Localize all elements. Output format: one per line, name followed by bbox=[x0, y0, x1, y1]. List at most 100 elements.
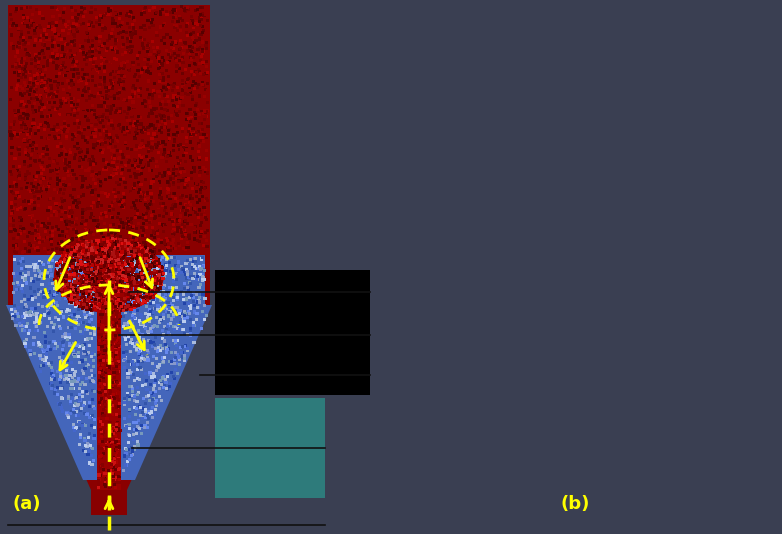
Point bbox=[172, 170, 185, 179]
Point bbox=[10, 59, 23, 68]
Point bbox=[182, 127, 195, 135]
Point bbox=[163, 126, 175, 135]
Point bbox=[109, 481, 121, 489]
Point bbox=[95, 462, 108, 470]
Point bbox=[63, 312, 75, 321]
Point bbox=[49, 340, 62, 348]
Point bbox=[26, 206, 38, 214]
Point bbox=[77, 95, 90, 104]
Point bbox=[190, 290, 203, 299]
Point bbox=[97, 168, 109, 176]
Point bbox=[79, 125, 91, 134]
Point bbox=[128, 179, 141, 188]
Point bbox=[109, 383, 121, 391]
Point bbox=[97, 302, 109, 310]
Point bbox=[72, 237, 84, 246]
Point bbox=[132, 357, 145, 365]
Point bbox=[95, 58, 107, 66]
Point bbox=[83, 258, 95, 267]
Point bbox=[103, 483, 116, 491]
Point bbox=[43, 279, 56, 287]
Point bbox=[73, 290, 85, 299]
Point bbox=[81, 293, 94, 302]
Point bbox=[98, 143, 110, 152]
Point bbox=[104, 288, 117, 297]
Point bbox=[43, 132, 56, 140]
Point bbox=[108, 333, 120, 342]
Point bbox=[163, 130, 175, 139]
Point bbox=[97, 123, 109, 131]
Point bbox=[73, 424, 85, 433]
Point bbox=[88, 278, 100, 286]
Point bbox=[86, 395, 99, 403]
Point bbox=[118, 61, 131, 69]
Point bbox=[68, 264, 81, 272]
Point bbox=[51, 262, 63, 270]
Point bbox=[184, 53, 196, 62]
Point bbox=[153, 58, 166, 66]
Point bbox=[117, 221, 130, 230]
Point bbox=[56, 107, 69, 116]
Point bbox=[200, 122, 213, 130]
Point bbox=[97, 232, 109, 240]
Point bbox=[106, 450, 118, 459]
Point bbox=[192, 214, 205, 222]
Point bbox=[92, 277, 105, 286]
Point bbox=[122, 279, 135, 288]
Point bbox=[18, 106, 30, 114]
Point bbox=[195, 227, 207, 236]
Point bbox=[194, 188, 206, 197]
Point bbox=[153, 122, 166, 130]
Point bbox=[23, 311, 36, 319]
Point bbox=[102, 272, 115, 281]
Point bbox=[119, 452, 131, 460]
Point bbox=[119, 62, 131, 70]
Point bbox=[95, 471, 108, 480]
Point bbox=[174, 355, 186, 364]
Point bbox=[193, 200, 206, 208]
Point bbox=[100, 127, 113, 136]
Point bbox=[162, 178, 174, 186]
Point bbox=[156, 374, 168, 382]
Point bbox=[99, 307, 111, 316]
Point bbox=[81, 253, 94, 262]
Point bbox=[182, 299, 195, 308]
Point bbox=[69, 352, 81, 361]
Point bbox=[30, 326, 43, 335]
Point bbox=[202, 122, 214, 131]
Point bbox=[114, 276, 127, 285]
Point bbox=[77, 247, 90, 256]
Point bbox=[68, 252, 81, 260]
Point bbox=[32, 266, 45, 275]
Point bbox=[99, 467, 112, 475]
Point bbox=[48, 157, 60, 166]
Point bbox=[91, 279, 103, 287]
Point bbox=[18, 160, 30, 169]
Point bbox=[106, 79, 118, 88]
Point bbox=[88, 301, 101, 309]
Point bbox=[7, 288, 20, 297]
Point bbox=[123, 116, 135, 125]
Point bbox=[191, 236, 203, 245]
Point bbox=[185, 169, 198, 177]
Point bbox=[83, 17, 95, 26]
Point bbox=[193, 92, 206, 100]
Point bbox=[131, 397, 143, 406]
Point bbox=[138, 231, 151, 240]
Point bbox=[106, 305, 118, 313]
Point bbox=[113, 358, 125, 367]
Point bbox=[113, 281, 125, 290]
Point bbox=[102, 160, 115, 169]
Point bbox=[56, 194, 68, 203]
Point bbox=[107, 362, 120, 371]
Point bbox=[29, 57, 41, 65]
Point bbox=[92, 175, 105, 184]
Point bbox=[182, 201, 195, 210]
Point bbox=[40, 30, 52, 39]
Point bbox=[141, 257, 153, 266]
Point bbox=[35, 82, 48, 91]
Point bbox=[90, 46, 102, 54]
Point bbox=[80, 363, 92, 371]
Point bbox=[75, 295, 88, 303]
Point bbox=[76, 242, 88, 250]
